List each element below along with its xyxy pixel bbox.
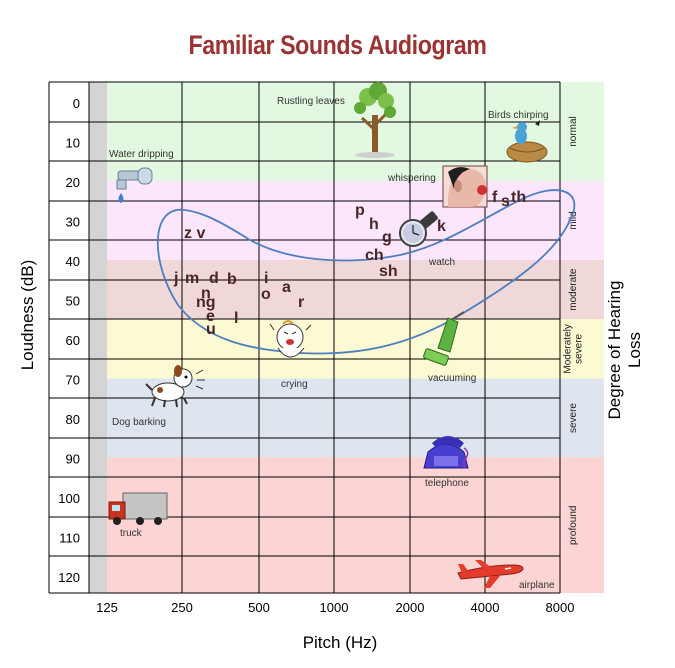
x-axis-label: Pitch (Hz) bbox=[302, 633, 378, 652]
x-tick-4000: 4000 bbox=[471, 600, 500, 615]
bird-nest-icon bbox=[506, 120, 548, 163]
y-tick-110: 110 bbox=[59, 531, 80, 546]
svg-text:severe: severe bbox=[568, 403, 579, 433]
telephone-icon bbox=[423, 436, 469, 469]
svg-text:Moderately: Moderately bbox=[563, 324, 574, 373]
dog-barking-label: Dog barking bbox=[112, 417, 166, 428]
y-tick-10: 10 bbox=[66, 136, 80, 151]
airplane-icon bbox=[457, 560, 524, 588]
x-tick-1000: 1000 bbox=[320, 600, 349, 615]
phoneme-b: b bbox=[227, 271, 237, 288]
svg-text:mild: mild bbox=[568, 211, 579, 229]
phoneme-k: k bbox=[437, 218, 446, 235]
y-tick-40: 40 bbox=[66, 254, 80, 269]
phoneme-f: f bbox=[492, 189, 498, 206]
x-tick-2000: 2000 bbox=[396, 600, 425, 615]
phoneme-h: h bbox=[369, 216, 379, 233]
degree-label-3: Moderately severe bbox=[563, 324, 585, 373]
phoneme-ch: ch bbox=[365, 247, 384, 264]
y-tick-80: 80 bbox=[66, 412, 80, 427]
phoneme-s: s bbox=[501, 193, 510, 210]
band-2 bbox=[107, 260, 604, 320]
truck-label: truck bbox=[120, 528, 143, 539]
phoneme-l: l bbox=[234, 310, 238, 327]
phoneme-u: u bbox=[206, 321, 216, 338]
y-tick-90: 90 bbox=[66, 452, 80, 467]
phoneme-g: g bbox=[382, 229, 392, 246]
vacuuming-label: vacuuming bbox=[428, 373, 476, 384]
y-tick-120: 120 bbox=[58, 570, 80, 585]
phoneme-th: th bbox=[511, 189, 526, 206]
low-frequency-strip bbox=[89, 82, 107, 593]
y-tick-20: 20 bbox=[66, 175, 80, 190]
watch-label: watch bbox=[428, 257, 455, 268]
truck-icon bbox=[108, 492, 168, 525]
watch-icon bbox=[399, 211, 438, 247]
y-tick-60: 60 bbox=[66, 333, 80, 348]
telephone-label: telephone bbox=[425, 478, 469, 489]
y-tick-70: 70 bbox=[66, 373, 80, 388]
degree-label-2: moderate bbox=[568, 268, 579, 311]
whisper-face-icon bbox=[442, 165, 488, 208]
x-tick-250: 250 bbox=[171, 600, 193, 615]
y-tick-0: 0 bbox=[73, 96, 80, 111]
airplane-label: airplane bbox=[519, 580, 555, 591]
x-tick-8000: 8000 bbox=[546, 600, 575, 615]
degree-label-5: profound bbox=[568, 506, 579, 545]
crying-baby-icon bbox=[269, 320, 312, 358]
phoneme-e: e bbox=[206, 308, 215, 325]
degree-label-0: normal bbox=[568, 116, 579, 147]
svg-text:moderate: moderate bbox=[568, 268, 579, 311]
chart-title: Familiar Sounds Audiogram bbox=[188, 30, 487, 60]
y-tick-100: 100 bbox=[58, 491, 80, 506]
svg-text:severe: severe bbox=[574, 333, 585, 363]
phoneme-a: a bbox=[282, 279, 291, 296]
phoneme-r: r bbox=[298, 294, 304, 311]
x-tick-125: 125 bbox=[96, 600, 118, 615]
whispering-label: whispering bbox=[387, 173, 436, 184]
x-tick-500: 500 bbox=[248, 600, 270, 615]
birds-chirping-label: Birds chirping bbox=[488, 110, 549, 121]
vacuum-icon bbox=[423, 311, 465, 366]
band-1 bbox=[107, 181, 604, 260]
phoneme-z-v: z v bbox=[184, 225, 205, 242]
faucet-icon bbox=[116, 167, 153, 203]
phoneme-ng: ng bbox=[196, 294, 216, 311]
phoneme-p: p bbox=[355, 202, 365, 219]
phoneme-o: o bbox=[261, 286, 271, 303]
y-tick-50: 50 bbox=[66, 294, 80, 309]
water-dripping-label: Water dripping bbox=[109, 149, 174, 160]
phoneme-d: d bbox=[209, 270, 219, 287]
speech-banana-curve bbox=[156, 189, 576, 355]
band-3 bbox=[107, 319, 604, 379]
phoneme-sh: sh bbox=[379, 263, 398, 280]
dog-icon bbox=[145, 365, 205, 408]
phoneme-j: j bbox=[173, 270, 178, 287]
svg-text:profound: profound bbox=[568, 506, 579, 545]
tree-icon bbox=[354, 82, 396, 158]
phoneme-i: i bbox=[264, 270, 268, 287]
band-4 bbox=[107, 378, 604, 458]
svg-text:normal: normal bbox=[568, 116, 579, 147]
degree-label-4: severe bbox=[568, 403, 579, 433]
y-tick-30: 30 bbox=[66, 215, 80, 230]
rustling-leaves-label: Rustling leaves bbox=[277, 96, 345, 107]
degree-label-1: mild bbox=[568, 211, 579, 229]
crying-label: crying bbox=[281, 379, 308, 390]
phoneme-m: m bbox=[185, 270, 199, 287]
phoneme-n: n bbox=[201, 285, 211, 302]
